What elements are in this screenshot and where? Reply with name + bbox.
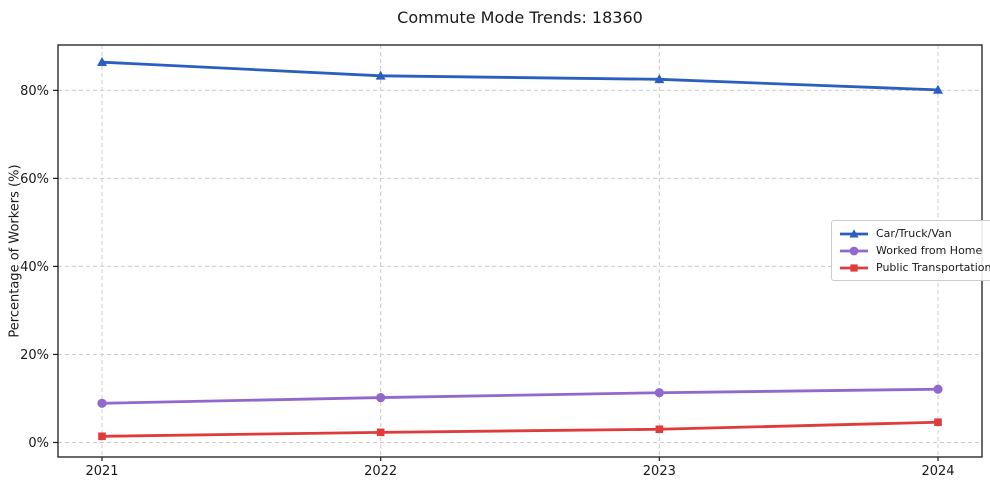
- series-line-car-truck-van: [100, 60, 940, 92]
- x-tick-label: 2023: [643, 464, 676, 479]
- legend-item: Public Transportation: [839, 260, 990, 275]
- y-tick-label: 20%: [20, 348, 49, 363]
- legend-item: Car/Truck/Van: [839, 226, 990, 241]
- marker-worked-from-home: [97, 398, 107, 408]
- legend-marker-square-icon: [840, 263, 868, 272]
- legend-label: Car/Truck/Van: [876, 227, 952, 240]
- y-tick-label: 40%: [20, 260, 49, 275]
- legend-label: Public Transportation: [876, 261, 990, 274]
- y-tick-label: 0%: [28, 436, 49, 451]
- legend: Car/Truck/Van Worked from Home Public Tran…: [831, 220, 990, 281]
- marker-public-transportation: [98, 432, 106, 441]
- marker-car-truck-van: [97, 56, 107, 66]
- legend-item: Worked from Home: [839, 243, 990, 258]
- legend-marker-triangle-icon: [840, 228, 868, 237]
- x-tick-label: 2022: [364, 464, 397, 479]
- y-tick-label: 80%: [20, 84, 49, 99]
- marker-worked-from-home: [376, 392, 386, 403]
- legend-label: Worked from Home: [876, 244, 983, 257]
- marker-public-transportation: [934, 418, 942, 427]
- marker-car-truck-van: [933, 84, 943, 94]
- marker-worked-from-home: [933, 384, 943, 394]
- y-tick-label: 60%: [20, 172, 49, 187]
- legend-marker-circle-icon: [840, 246, 868, 255]
- marker-public-transportation: [376, 428, 385, 437]
- x-tick-label: 2021: [85, 464, 118, 479]
- series-line-public-transportation: [100, 420, 940, 438]
- marker-car-truck-van: [375, 70, 386, 80]
- marker-public-transportation: [655, 425, 664, 434]
- x-tick-label: 2024: [921, 464, 954, 479]
- chart-title: Commute Mode Trends: 18360: [397, 8, 643, 27]
- marker-car-truck-van: [654, 74, 665, 84]
- marker-worked-from-home: [654, 388, 664, 398]
- series-line-worked-from-home: [100, 387, 940, 405]
